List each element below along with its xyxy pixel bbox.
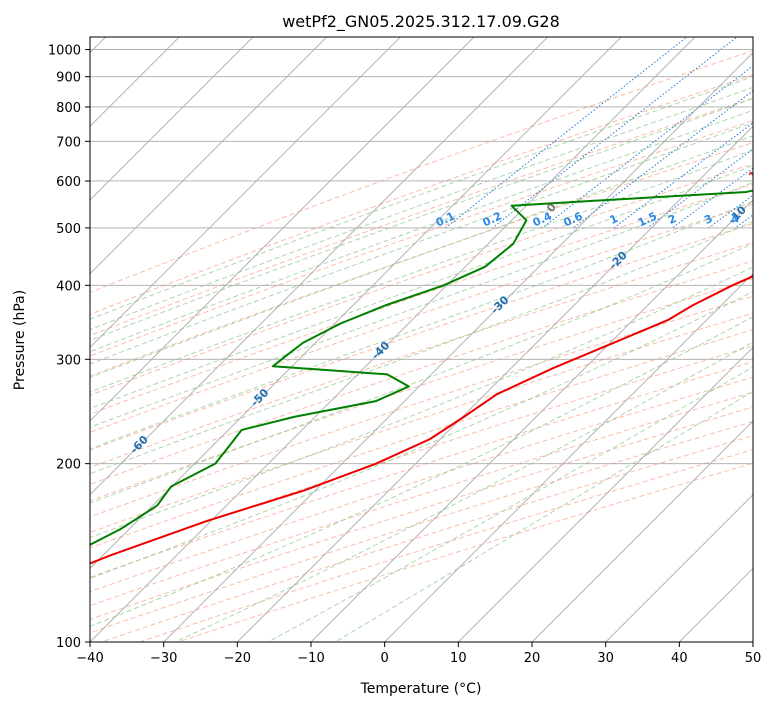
x-axis-label: Temperature (°C) — [360, 681, 482, 697]
dry-adiabat — [90, 120, 753, 357]
dry-adiabat — [90, 163, 753, 396]
dry-adiabat — [90, 223, 753, 451]
dry-adiabat — [90, 391, 753, 607]
x-tick-label: −30 — [150, 651, 177, 666]
moist-adiabat-label: 10 — [746, 162, 766, 182]
y-tick-label: 1000 — [48, 44, 81, 59]
temperature-line — [90, 275, 753, 565]
x-tick-label: 30 — [597, 651, 614, 666]
background-lines — [90, 37, 753, 642]
isotherm — [531, 420, 753, 642]
x-axis: −40 −30 −20 −10 0 10 20 30 40 50 — [76, 642, 761, 666]
y-tick-label: 700 — [56, 135, 81, 150]
x-tick-label: 0 — [381, 651, 389, 666]
x-tick-label: 10 — [450, 651, 467, 666]
moist-adiabat — [90, 242, 753, 504]
y-tick-label: 400 — [56, 279, 81, 294]
dry-adiabat — [90, 74, 753, 315]
isotherm — [90, 37, 696, 642]
isotherm — [605, 494, 753, 642]
dry-adiabat — [90, 50, 753, 293]
x-tick-label: 20 — [524, 651, 541, 666]
y-tick-label: 500 — [56, 222, 81, 237]
dry-adiabat — [90, 97, 753, 337]
y-tick-label: 900 — [56, 71, 81, 86]
y-tick-label: 600 — [56, 175, 81, 190]
dry-adiabat — [90, 376, 753, 593]
y-tick-label: 200 — [56, 458, 81, 473]
y-axis-label: Pressure (hPa) — [12, 290, 28, 390]
isotherm — [90, 37, 475, 422]
x-tick-label: 50 — [745, 651, 762, 666]
y-axis: 100 200 300 400 500 600 700 800 900 1000 — [48, 44, 90, 651]
y-tick-label: 800 — [56, 101, 81, 116]
x-tick-label: −10 — [297, 651, 324, 666]
moist-adiabat — [90, 200, 753, 450]
moist-adiabat — [267, 366, 753, 642]
x-tick-label: 40 — [671, 651, 688, 666]
moist-adiabat — [90, 220, 753, 475]
isotherm — [163, 52, 753, 642]
sounding-series — [90, 189, 753, 565]
isotherm — [457, 346, 753, 642]
dry-adiabat — [90, 203, 753, 433]
isotherm — [90, 37, 328, 275]
isotherm — [236, 125, 753, 642]
x-tick-label: −40 — [76, 651, 103, 666]
y-tick-label: 300 — [56, 353, 81, 368]
dry-adiabat — [90, 361, 753, 578]
x-tick-label: −20 — [224, 651, 251, 666]
y-tick-label: 100 — [56, 636, 81, 651]
dewpoint-line — [90, 189, 753, 546]
moist-adiabat — [90, 291, 753, 579]
isotherm — [384, 273, 753, 642]
isotherm — [90, 37, 254, 201]
isotherm — [90, 37, 549, 496]
dry-adiabat — [90, 241, 753, 469]
dry-adiabat — [90, 183, 753, 415]
plot-frame — [89, 36, 754, 643]
chart-title: wetPf2_GN05.2025.312.17.09.G28 — [282, 12, 560, 32]
